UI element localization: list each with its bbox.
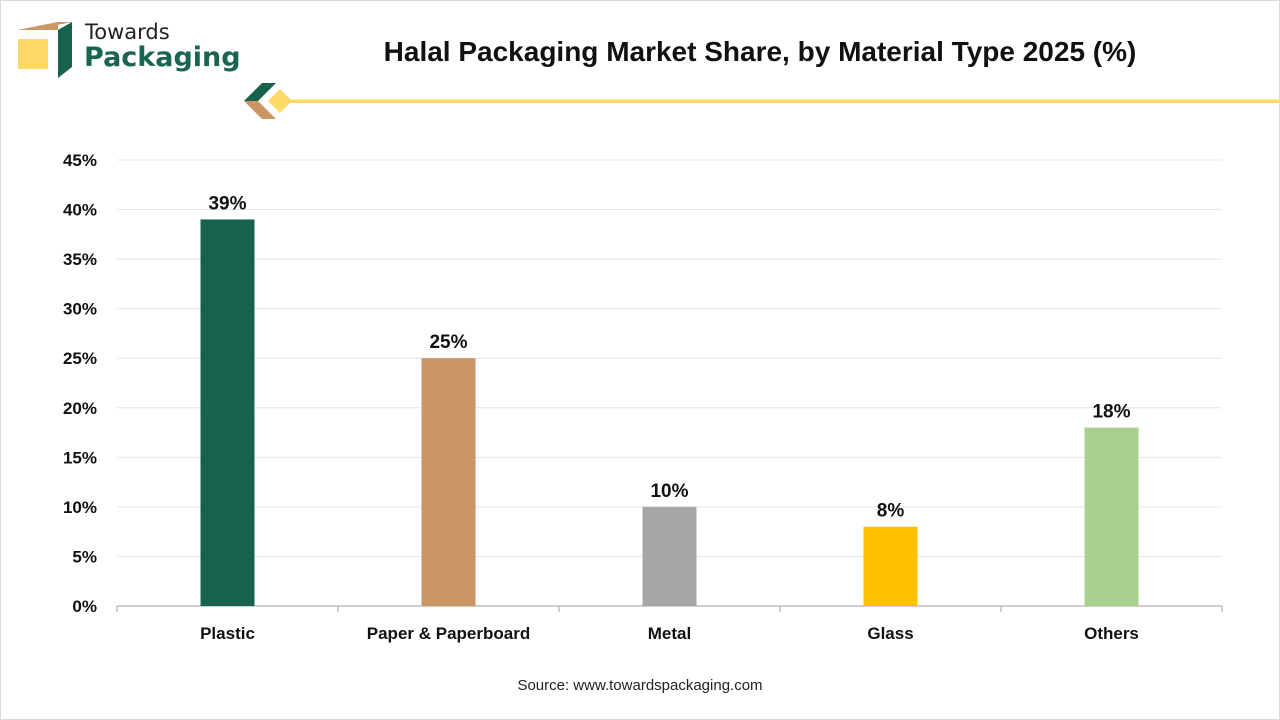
x-tick-label: Glass <box>867 624 913 643</box>
y-tick-label: 5% <box>72 547 97 566</box>
header-divider-icon <box>244 83 1280 119</box>
bar-paper-paperboard <box>421 358 476 606</box>
x-tick-label: Metal <box>648 624 691 643</box>
y-tick-label: 0% <box>72 597 97 616</box>
y-tick-label: 25% <box>63 349 97 368</box>
brand-line1: Towards <box>85 20 170 44</box>
source-note: Source: www.towardspackaging.com <box>517 677 763 694</box>
bar-plastic <box>200 219 255 606</box>
data-label: 18% <box>1092 402 1130 423</box>
data-label: 10% <box>650 481 688 502</box>
x-tick-label: Paper & Paperboard <box>367 624 530 643</box>
bar-glass <box>863 526 918 606</box>
y-tick-label: 20% <box>63 399 97 418</box>
bar-others <box>1084 427 1139 606</box>
x-tick-label: Plastic <box>200 624 255 643</box>
brand-line2: Packaging <box>84 42 241 73</box>
y-tick-label: 15% <box>63 448 97 467</box>
y-tick-label: 45% <box>63 151 97 170</box>
y-tick-label: 10% <box>63 498 97 517</box>
data-label: 39% <box>208 193 246 214</box>
x-tick-label: Others <box>1084 624 1139 643</box>
data-label: 8% <box>877 501 905 522</box>
y-tick-label: 35% <box>63 250 97 269</box>
data-label: 25% <box>429 332 467 353</box>
y-tick-label: 40% <box>63 201 97 220</box>
bar-metal <box>642 506 697 606</box>
chart-title: Halal Packaging Market Share, by Materia… <box>383 36 1137 67</box>
brand-logo-icon <box>18 22 72 78</box>
y-tick-label: 30% <box>63 300 97 319</box>
